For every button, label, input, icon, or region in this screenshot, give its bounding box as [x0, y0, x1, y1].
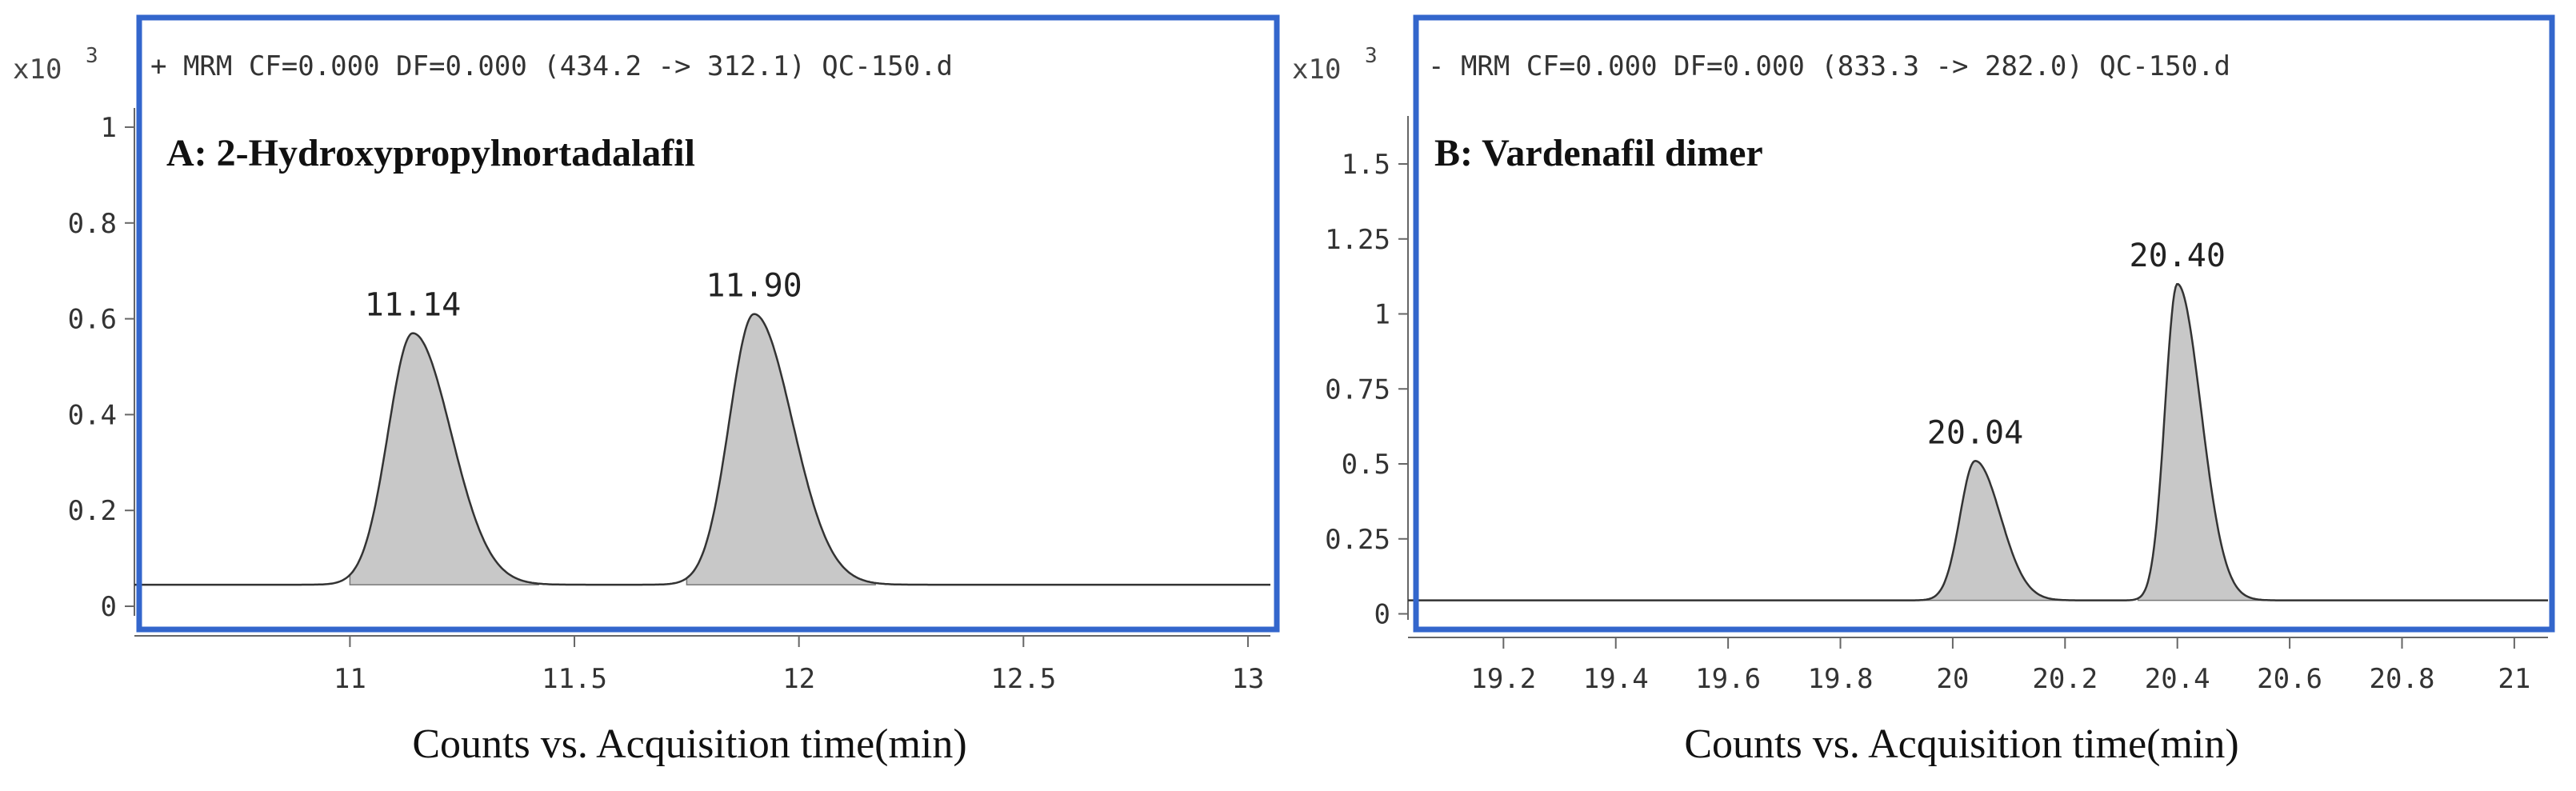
chromatogram-trace-a: [134, 313, 1270, 586]
peak-area: [2137, 283, 2285, 601]
signal-trace: [1408, 282, 2548, 601]
peak-area: [686, 313, 876, 585]
signal-trace: [134, 313, 1270, 586]
x-tick-label: 19.8: [1808, 663, 1874, 695]
panel-title-b: B: Vardenafil dimer: [1434, 132, 1763, 174]
x-axis-label-a: Counts vs. Acquisition time(min): [412, 721, 966, 767]
x-tick-label: 19.4: [1583, 663, 1649, 695]
x-tick-label: 20.4: [2145, 663, 2210, 695]
peak-label: 20.04: [1927, 414, 2023, 451]
y-tick-label: 0: [101, 591, 117, 623]
x-tick-label: 20.6: [2257, 663, 2322, 695]
x-tick-label: 12.5: [990, 663, 1056, 695]
x-ticks-b: 19.2 19.4 19.6 19.8 20 20.2 20.4 20.6 20.8 21: [1470, 637, 2530, 695]
x-axis-label-b: Counts vs. Acquisition time(min): [1684, 721, 2238, 767]
x-tick-label: 11: [334, 663, 366, 695]
panel-frame-a: [136, 14, 1280, 633]
peak-labels-a: 11.14 11.90: [365, 268, 802, 324]
peak-area: [1924, 460, 2077, 601]
y-tick-label: 1: [1374, 299, 1390, 331]
chart-header-a: + MRM CF=0.000 DF=0.000 (434.2 -> 312.1)…: [150, 50, 953, 82]
x-tick-label: 13: [1231, 663, 1264, 695]
x-tick-label: 11.5: [542, 663, 607, 695]
chart-header-b: - MRM CF=0.000 DF=0.000 (833.3 -> 282.0)…: [1428, 50, 2230, 82]
chart-panel-b: x10 3 - MRM CF=0.000 DF=0.000 (833.3 -> …: [1292, 14, 2555, 767]
y-tick-label: 0.8: [68, 208, 117, 240]
y-tick-label: 0.4: [68, 399, 117, 431]
y-tick-label: 0.6: [68, 304, 117, 336]
y-tick-label: 0.25: [1325, 524, 1390, 556]
y-tick-label: 1.25: [1325, 224, 1390, 256]
y-multiplier-a: x10: [13, 54, 62, 86]
panel-title-a: A: 2-Hydroxypropylnortadalafil: [166, 132, 695, 174]
chart-panel-a: x10 3 + MRM CF=0.000 DF=0.000 (434.2 -> …: [13, 14, 1280, 767]
y-exponent-b: 3: [1365, 44, 1378, 68]
y-tick-label: 1: [101, 112, 117, 144]
x-tick-label: 12: [782, 663, 815, 695]
y-ticks-b: 0 0.25 0.5 0.75 1 1.25 1.5: [1325, 149, 1408, 631]
y-multiplier-b: x10: [1292, 54, 1341, 86]
peak-label: 20.40: [2129, 238, 2225, 274]
x-tick-label: 20.8: [2370, 663, 2435, 695]
x-tick-label: 20: [1936, 663, 1969, 695]
y-tick-label: 1.5: [1342, 149, 1390, 181]
x-tick-label: 21: [2498, 663, 2530, 695]
peak-labels-b: 20.04 20.40: [1927, 238, 2226, 451]
x-tick-label: 19.2: [1470, 663, 1536, 695]
peak-area: [349, 332, 539, 585]
y-tick-label: 0.5: [1342, 449, 1390, 481]
x-ticks-a: 11 11.5 12 12.5 13: [334, 636, 1264, 695]
x-tick-label: 20.2: [2032, 663, 2098, 695]
x-tick-label: 19.6: [1695, 663, 1761, 695]
y-exponent-a: 3: [86, 44, 98, 68]
y-tick-label: 0.2: [68, 495, 117, 527]
y-tick-label: 0.75: [1325, 374, 1390, 405]
peak-label: 11.90: [706, 268, 802, 305]
y-tick-label: 0: [1374, 599, 1390, 631]
peak-label: 11.14: [365, 287, 461, 324]
panel-frame-b: [1413, 14, 2555, 633]
y-ticks-a: 0 0.2 0.4 0.6 0.8 1: [68, 112, 134, 623]
chromatogram-trace-b: [1408, 282, 2548, 601]
